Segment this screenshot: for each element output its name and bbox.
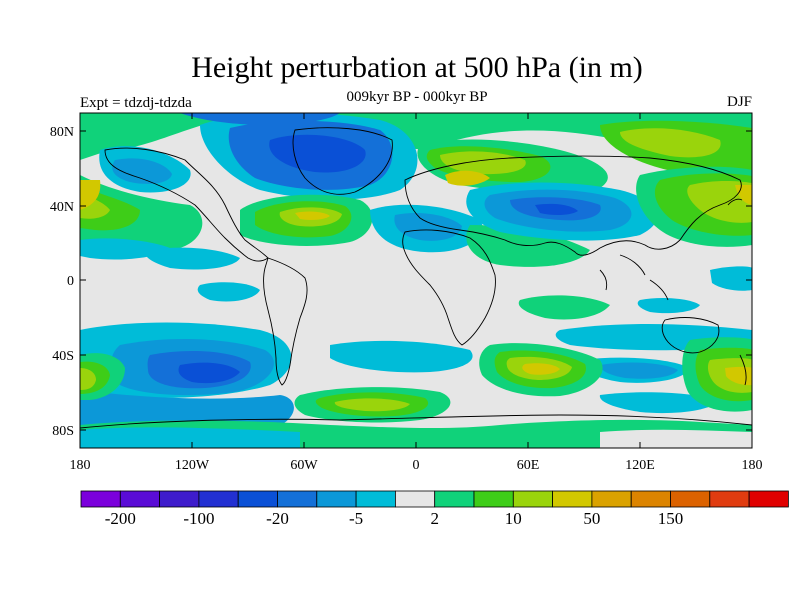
lat-tick-label: 80S bbox=[52, 424, 74, 439]
colorbar-box bbox=[277, 490, 318, 508]
colorbar-box bbox=[473, 490, 514, 508]
axis-ticks bbox=[79, 113, 753, 448]
colorbar-box bbox=[355, 490, 396, 508]
colorbar-box bbox=[630, 490, 671, 508]
colorbar-box bbox=[670, 490, 711, 508]
lon-tick-labels: 180 120W 60W 0 60E 120E 180 bbox=[70, 458, 763, 473]
colorbar-box bbox=[394, 490, 436, 508]
lon-tick-label: 60E bbox=[517, 458, 540, 473]
experiment-label: Expt = tdzdj-tdzda bbox=[80, 95, 192, 111]
plot-subtitle: 009kyr BP - 000kyr BP bbox=[346, 89, 488, 105]
colorbar-label: 10 bbox=[505, 509, 522, 528]
plot-title: Height perturbation at 500 hPa (in m) bbox=[191, 51, 643, 84]
colorbar: -200 -100 -20 -5 2 10 50 150 bbox=[80, 490, 789, 528]
colorbar-label: 50 bbox=[583, 509, 600, 528]
colorbar-box bbox=[198, 490, 239, 508]
lat-tick-label: 40S bbox=[52, 349, 74, 364]
lat-tick-label: 80N bbox=[50, 125, 74, 140]
lon-tick-label: 60W bbox=[290, 458, 318, 473]
colorbar-box bbox=[316, 490, 357, 508]
colorbar-box bbox=[709, 490, 750, 508]
colorbar-box bbox=[434, 490, 475, 508]
colorbar-label: 2 bbox=[430, 509, 439, 528]
lon-tick-label: 0 bbox=[413, 458, 420, 473]
lon-tick-label: 180 bbox=[742, 458, 763, 473]
lat-tick-labels: 80N 40N 0 40S 80S bbox=[50, 125, 74, 439]
colorbar-box bbox=[159, 490, 200, 508]
lon-tick-label: 180 bbox=[70, 458, 91, 473]
contour-field bbox=[80, 113, 752, 448]
colorbar-box bbox=[512, 490, 553, 508]
season-label: DJF bbox=[726, 94, 752, 110]
lon-tick-label: 120W bbox=[175, 458, 210, 473]
colorbar-label: -100 bbox=[183, 509, 214, 528]
colorbar-box bbox=[591, 490, 632, 508]
coastlines bbox=[80, 127, 752, 429]
colorbar-label: -5 bbox=[349, 509, 363, 528]
colorbar-box bbox=[552, 490, 593, 508]
colorbar-box bbox=[80, 490, 121, 508]
colorbar-label: 150 bbox=[658, 509, 684, 528]
lat-tick-label: 0 bbox=[67, 274, 74, 289]
colorbar-label: -20 bbox=[266, 509, 289, 528]
lat-tick-label: 40N bbox=[50, 200, 74, 215]
colorbar-box bbox=[119, 490, 161, 508]
lon-tick-label: 120E bbox=[625, 458, 655, 473]
colorbar-box bbox=[237, 490, 278, 508]
colorbar-box bbox=[748, 490, 789, 508]
colorbar-label: -200 bbox=[105, 509, 136, 528]
